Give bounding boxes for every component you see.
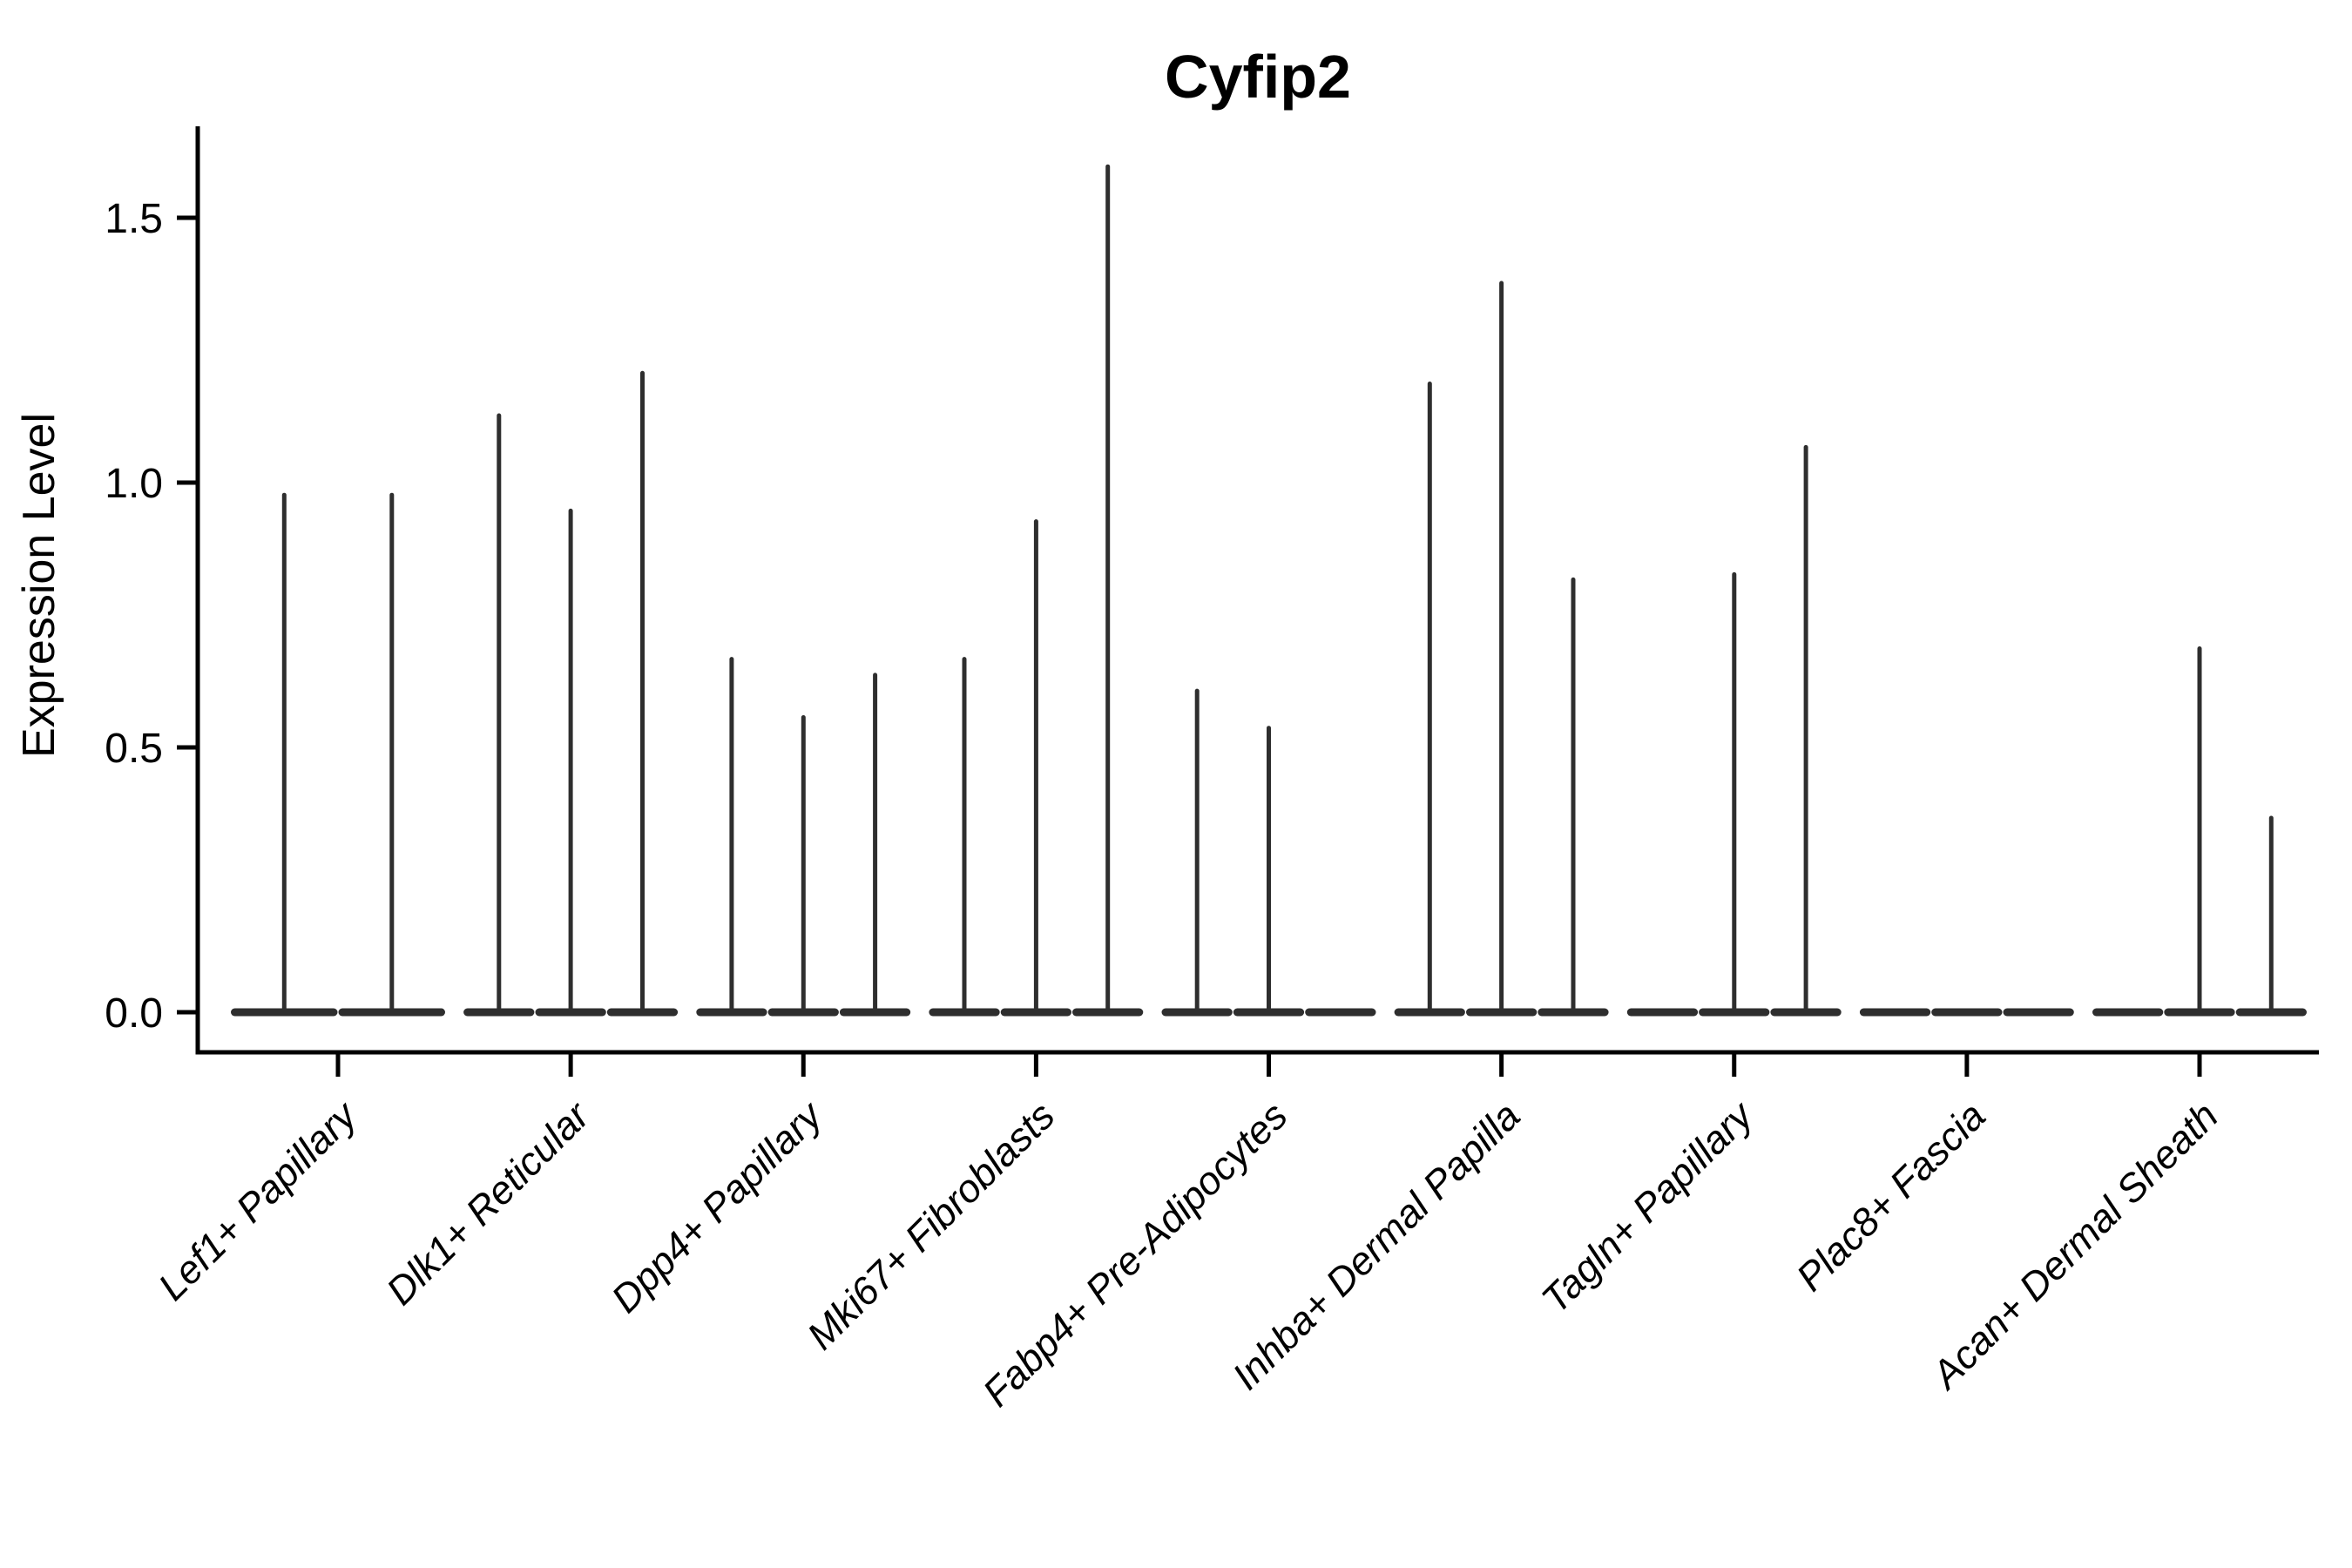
y-tick-label: 1.0 [105,461,163,507]
violin-base [2003,1008,2074,1017]
y-tick-label: 0.5 [105,726,163,772]
x-tick-label: Plac8+ Fascia [1788,1093,1994,1300]
axes-layer [177,126,2319,1077]
chart-title: Cyfip2 [1165,43,1351,111]
x-tick-label: Mki67+ Fibroblasts [798,1093,1063,1358]
violins-layer [231,164,2307,1017]
violin-base [1859,1008,1931,1017]
y-tick-label: 1.5 [105,196,163,242]
violin-base [1305,1008,1376,1017]
x-tick-label: Tagln+ Papillary [1533,1092,1763,1321]
x-tick-label: Lef1+ Papillary [150,1092,367,1308]
violin-base [1931,1008,2003,1017]
violin-base [1626,1008,1699,1017]
violin-base [2092,1008,2164,1017]
y-tick-label: 0.0 [105,990,163,1037]
y-axis-title: Expression Level [14,413,64,758]
x-tick-label: Dlk1+ Reticular [377,1092,598,1314]
x-tick-label: Dpp4+ Papillary [603,1092,832,1321]
labels-layer: 0.0 0.5 1.0 1.5 Lef1+ Papillary Dlk1+ Reticul… [105,196,2227,1415]
